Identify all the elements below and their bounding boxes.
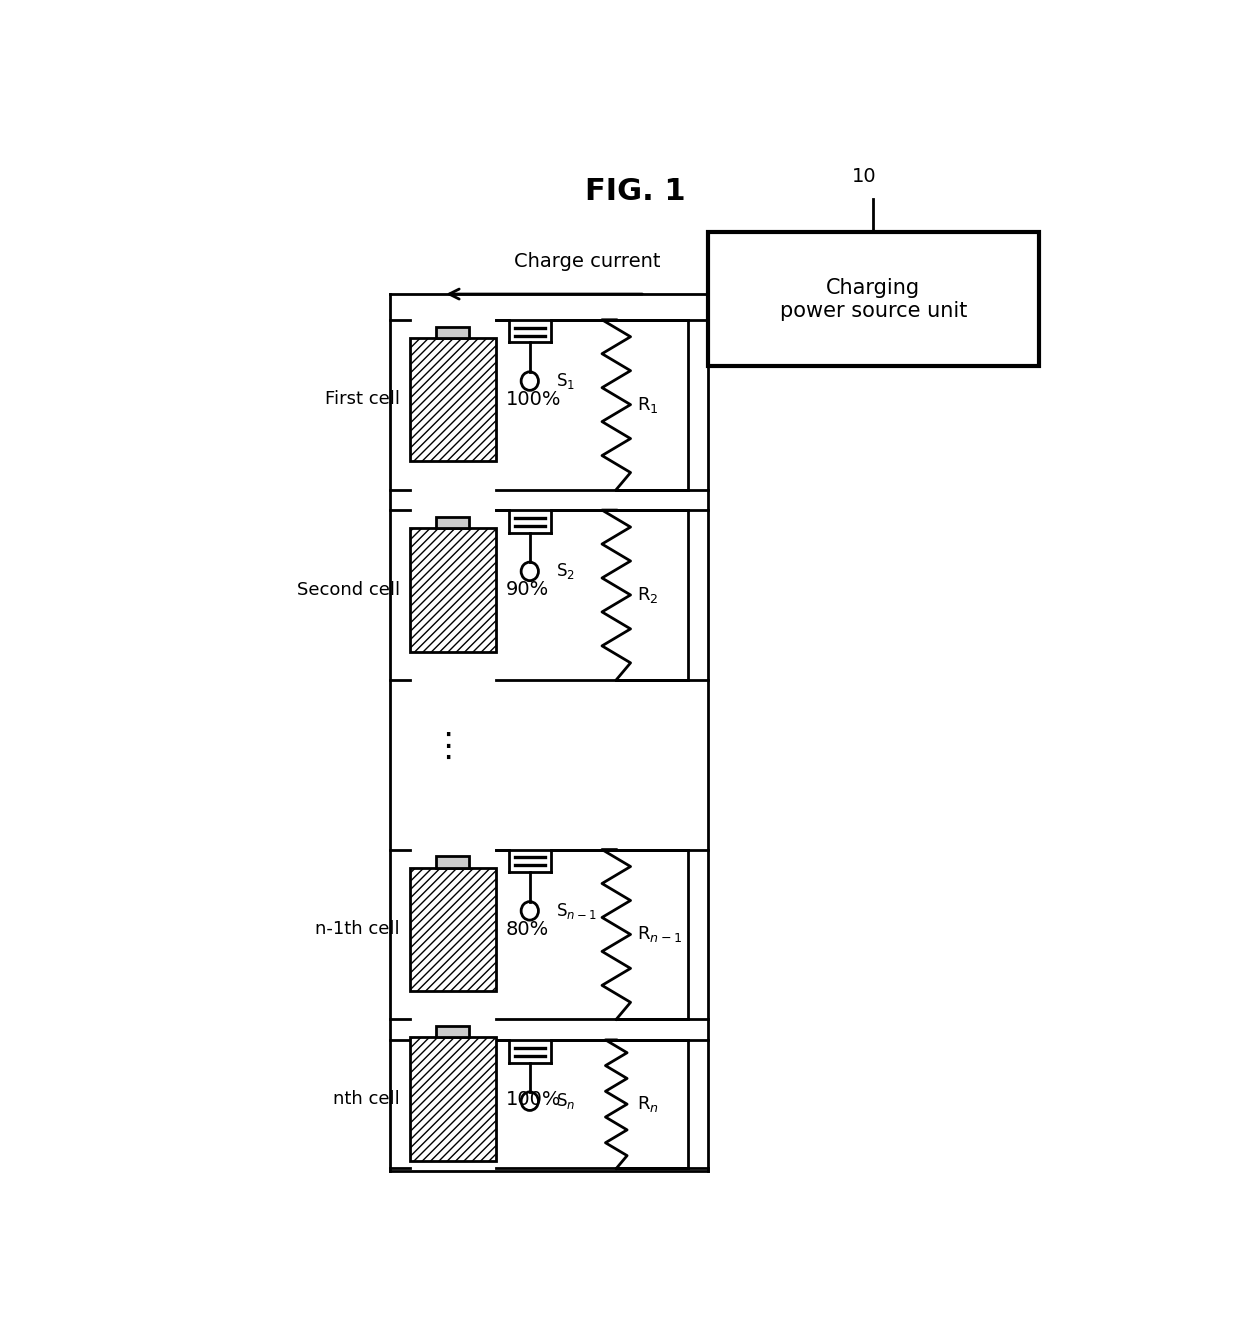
Text: R$_n$: R$_n$ <box>637 1094 660 1114</box>
Bar <box>708 232 1039 366</box>
Text: FIG. 1: FIG. 1 <box>585 176 686 206</box>
Bar <box>436 1026 470 1037</box>
Text: First cell: First cell <box>325 390 401 409</box>
Text: 90%: 90% <box>506 580 549 600</box>
Text: S$_{n-1}$: S$_{n-1}$ <box>556 900 596 921</box>
Text: R$_2$: R$_2$ <box>637 585 658 605</box>
Text: 100%: 100% <box>506 390 562 409</box>
Bar <box>409 338 496 461</box>
Text: 10: 10 <box>852 167 875 186</box>
Text: S$_2$: S$_2$ <box>556 561 574 581</box>
Text: n-1th cell: n-1th cell <box>315 921 401 938</box>
Text: Second cell: Second cell <box>296 581 401 599</box>
Text: nth cell: nth cell <box>334 1090 401 1108</box>
Bar <box>409 867 496 991</box>
Text: 100%: 100% <box>506 1090 562 1109</box>
Bar <box>409 1037 496 1161</box>
Bar <box>409 528 496 652</box>
Text: Charging
power source unit: Charging power source unit <box>780 278 967 321</box>
Bar <box>436 856 470 867</box>
Bar <box>436 517 470 528</box>
Text: Charge current: Charge current <box>515 253 661 271</box>
Bar <box>436 327 470 338</box>
Text: S$_1$: S$_1$ <box>556 371 575 391</box>
Text: R$_1$: R$_1$ <box>637 394 658 414</box>
Text: ⋮: ⋮ <box>432 731 465 763</box>
Text: S$_n$: S$_n$ <box>556 1092 575 1112</box>
Text: 80%: 80% <box>506 919 549 939</box>
Text: R$_{n-1}$: R$_{n-1}$ <box>637 925 682 945</box>
